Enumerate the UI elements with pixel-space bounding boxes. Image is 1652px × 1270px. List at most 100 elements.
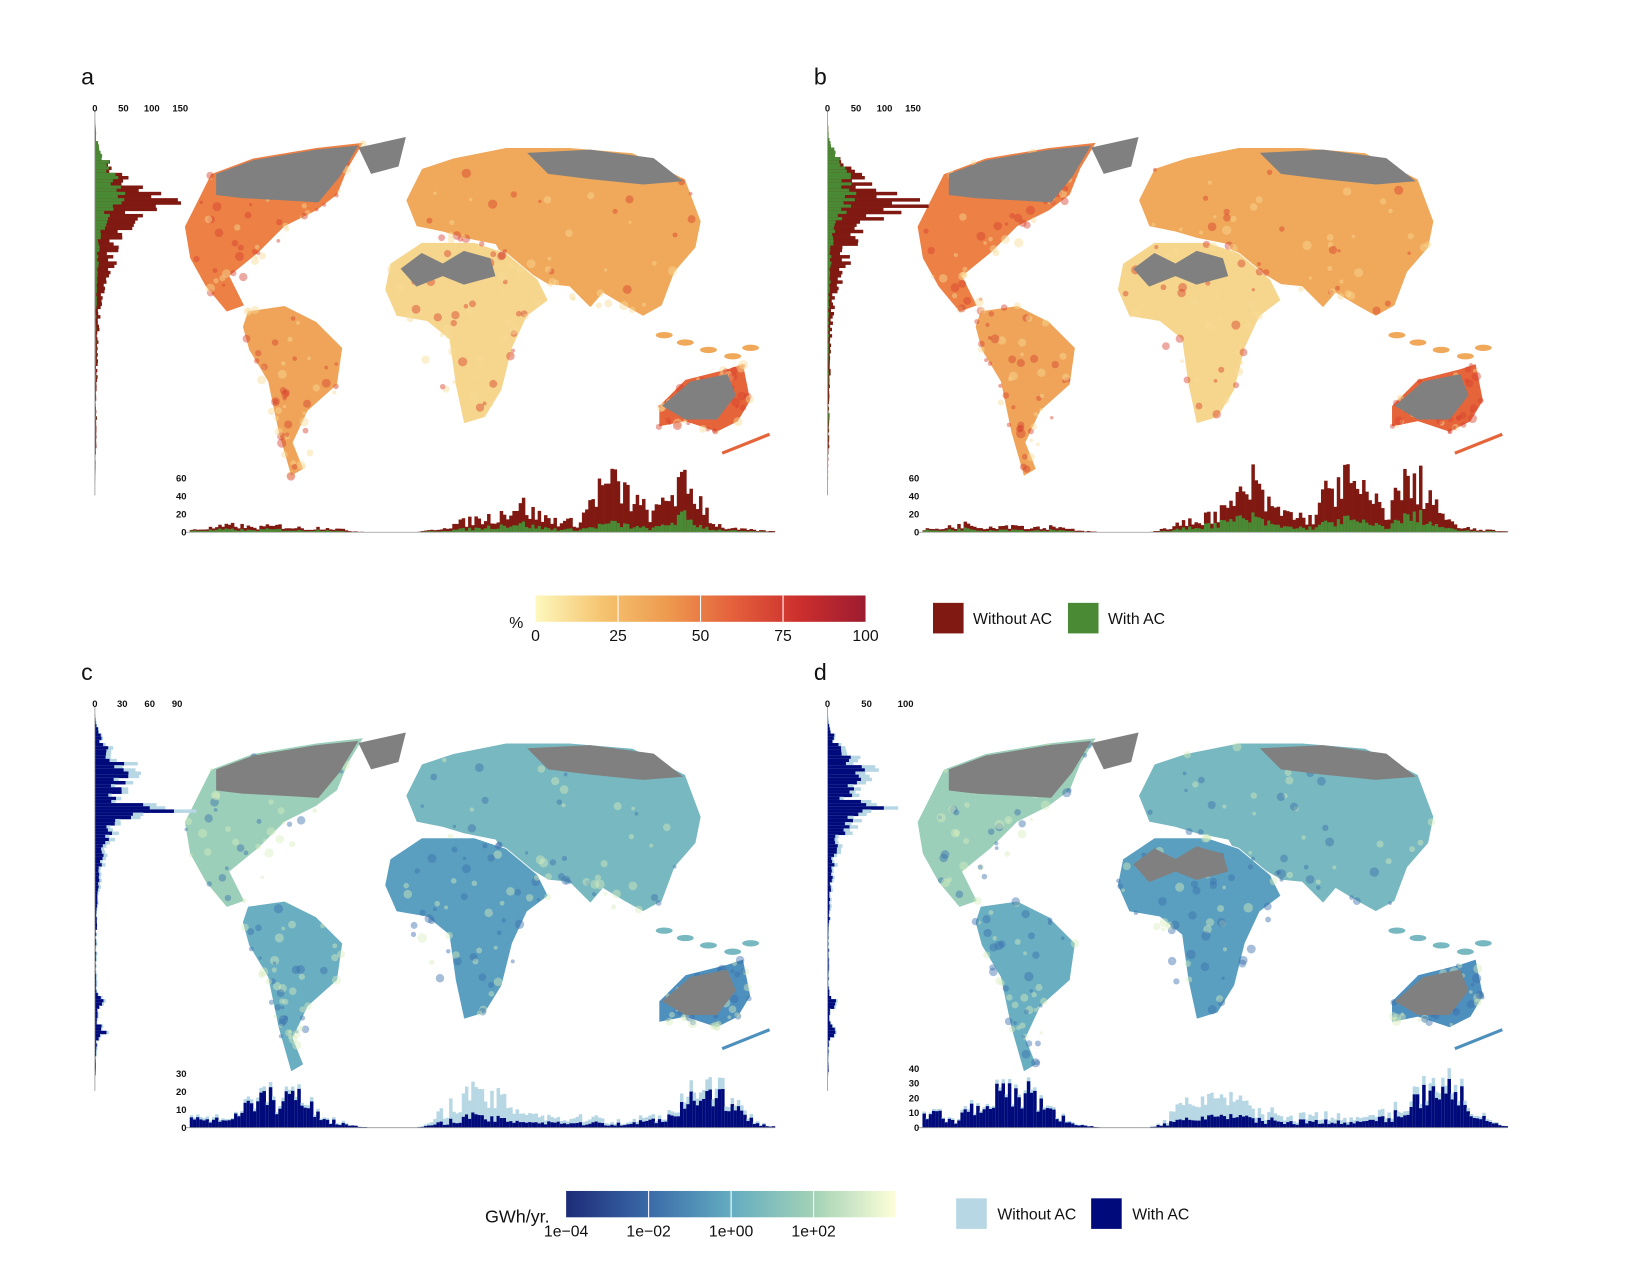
bottom-bar-with-ac [496, 528, 501, 533]
bottom-bar-with-ac [328, 1123, 333, 1128]
bottom-bar-without-ac [518, 503, 523, 533]
map-cell [711, 1021, 720, 1030]
bottom-bar-with-ac [1216, 527, 1221, 533]
island [742, 940, 760, 947]
bottom-bar-without-ac [426, 530, 431, 533]
map-cell [1202, 407, 1207, 411]
map-cell [1452, 425, 1457, 430]
colorbar-unit: % [509, 615, 523, 632]
bottom-bar-without-ac [585, 509, 589, 533]
map-cell [1219, 920, 1226, 927]
map-cell [278, 1023, 283, 1028]
legend-label-without-ac: Without AC [973, 611, 1052, 628]
bottom-bar-with-ac [294, 530, 298, 533]
side-bar-without-ac [94, 391, 96, 395]
map-cell [746, 995, 752, 1002]
bottom-bar-without-ac [1245, 1100, 1249, 1128]
bottom-bar-with-ac [1317, 1123, 1322, 1128]
bottom-bar-with-ac [1425, 523, 1429, 533]
side-bar-with-ac [827, 755, 851, 760]
side-bar-without-ac [827, 387, 829, 392]
side-bar-without-ac [827, 296, 835, 300]
map-cell [585, 880, 591, 886]
bottom-bar-with-ac [638, 527, 643, 533]
side-bar-without-ac [827, 318, 831, 322]
map-cell [467, 824, 477, 833]
map-cell [927, 247, 935, 255]
bottom-bar-with-ac [1020, 1108, 1024, 1128]
bottom-bar-with-ac [205, 1119, 210, 1128]
bottom-bar-with-ac [1055, 530, 1059, 533]
map-cell [295, 1030, 299, 1034]
map-cell [1025, 1005, 1034, 1015]
bottom-bar-with-ac [632, 1122, 637, 1128]
bottom-bar-with-ac [954, 1123, 958, 1128]
bottom-bar-with-ac [1273, 524, 1278, 533]
map-cell [300, 214, 305, 220]
bottom-bar-with-ac [673, 1116, 678, 1128]
map-cell [1214, 293, 1220, 299]
bottom-bar-with-ac [1159, 1125, 1164, 1128]
bottom-bar-without-ac [1213, 511, 1217, 533]
no-data-region [527, 149, 684, 185]
map-cell [497, 252, 506, 261]
map-cell [277, 438, 287, 448]
side-bar-with-ac [827, 878, 832, 883]
bottom-bar-without-ac [268, 525, 273, 533]
bottom-bar-with-ac [1311, 529, 1315, 533]
bottom-bar-with-ac [645, 527, 649, 533]
side-bar-with-ac [94, 153, 103, 158]
island-nz [1454, 432, 1503, 455]
side-bar-with-ac [827, 1033, 834, 1038]
map-cell [1221, 976, 1225, 980]
side-bar-with-ac [94, 901, 98, 905]
map-cell [484, 908, 493, 918]
side-bar-with-ac [94, 1005, 100, 1009]
map-cell [1025, 205, 1036, 215]
bottom-bar-without-ac [1191, 524, 1195, 533]
map-cell [469, 952, 478, 962]
bottom-bar-without-ac [1463, 528, 1467, 533]
map-cell [482, 843, 488, 849]
bottom-bar-with-ac [1292, 1124, 1296, 1128]
side-bar-with-ac [827, 784, 848, 788]
bottom-bar-with-ac [525, 526, 529, 533]
side-bar-with-ac [94, 349, 96, 354]
bottom-bar-without-ac [1488, 529, 1493, 533]
map-cell [312, 384, 320, 392]
bottom-bar-with-ac [1245, 520, 1249, 533]
bottom-bar-without-ac [1472, 528, 1477, 533]
bottom-bar-with-ac [973, 1115, 977, 1128]
side-tick-label: 90 [172, 699, 183, 710]
map-cell [533, 874, 540, 881]
bottom-bar-with-ac [947, 1118, 952, 1128]
map-cell [1185, 828, 1193, 836]
bottom-bar-without-ac [531, 507, 535, 533]
side-bar-with-ac [94, 831, 112, 836]
bottom-bar-with-ac [1371, 1119, 1376, 1128]
bottom-bar-with-ac [550, 529, 554, 533]
map-cell [337, 189, 341, 194]
side-bar-without-ac [94, 277, 107, 281]
bottom-bar-without-ac [502, 514, 507, 533]
map-cell [410, 931, 417, 938]
bottom-bar-without-ac [708, 523, 712, 533]
bottom-bar-with-ac [1453, 529, 1458, 533]
bottom-bar-with-ac [531, 524, 535, 533]
bottom-bar-with-ac [705, 526, 709, 533]
side-bar-with-ac [94, 172, 116, 177]
bottom-bar-with-ac [717, 529, 722, 533]
bottom-bar-without-ac [623, 482, 627, 533]
side-bar-without-ac [94, 720, 97, 725]
bottom-bar-with-ac [483, 1119, 488, 1128]
bottom-bar-with-ac [585, 1124, 589, 1128]
bottom-bar-without-ac [512, 1113, 516, 1128]
map-cell [1265, 916, 1272, 923]
map-cell [672, 865, 677, 869]
map-cell [452, 824, 457, 829]
map-cell [432, 323, 437, 327]
map-cell [1223, 208, 1230, 216]
bottom-bar-with-ac [1444, 528, 1448, 533]
map-cell [1464, 366, 1472, 373]
map-cell [497, 261, 503, 267]
